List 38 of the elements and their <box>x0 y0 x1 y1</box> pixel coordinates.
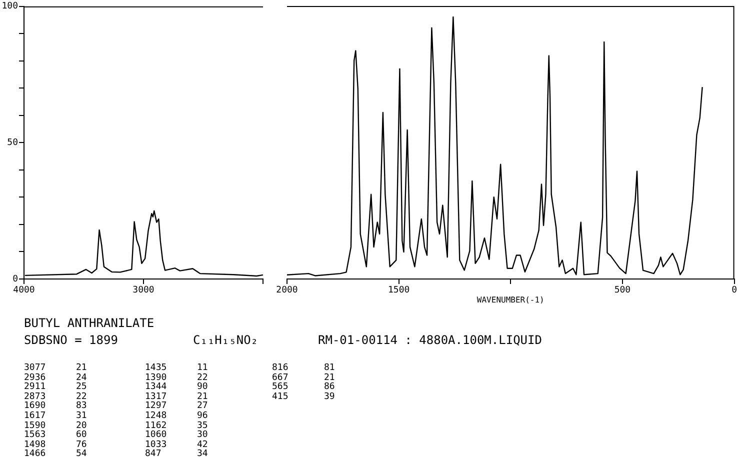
x-tick-label: 500 <box>614 286 631 296</box>
x-tick-label: 4000 <box>13 286 35 296</box>
text: 667 21 <box>272 372 335 383</box>
text: 1617 31 <box>24 411 87 421</box>
x-tick-label: 2000 <box>276 286 298 296</box>
text: SDBSNO = 1899 <box>24 333 118 347</box>
text: BUTYL ANTHRANILATE <box>24 316 154 330</box>
y-tick-label: 0 <box>12 274 18 284</box>
text: 1248 96 <box>145 411 208 421</box>
x-tick-label: 0 <box>732 286 737 296</box>
text: 2911 25 <box>24 382 87 392</box>
text: 1033 42 <box>145 440 208 450</box>
text: 1390 22 <box>145 372 208 383</box>
text: 1344 90 <box>145 382 208 392</box>
text: 1590 20 <box>24 420 87 431</box>
text: 1317 21 <box>145 392 208 402</box>
x-tick-label: 1500 <box>388 286 410 296</box>
text: 415 39 <box>272 392 335 402</box>
text: 2936 24 <box>24 372 87 383</box>
text: C₁₁H₁₅NO₂ <box>193 333 258 347</box>
x-tick-label: 3000 <box>132 286 154 296</box>
text: 3077 21 <box>24 363 87 373</box>
text: 1690 83 <box>24 401 87 412</box>
text: 1563 60 <box>24 430 87 440</box>
text: RM-01-00114 : 4880A.100M.LIQUID <box>318 333 542 347</box>
text: 1435 11 <box>145 363 208 373</box>
text: 565 86 <box>272 382 335 392</box>
text: 847 34 <box>145 449 208 457</box>
text: 2873 22 <box>24 392 87 402</box>
text: 1297 27 <box>145 401 208 412</box>
y-tick-label: 100 <box>2 2 18 12</box>
text: 1498 76 <box>24 440 87 450</box>
text: 1466 54 <box>24 449 87 457</box>
text: 1060 30 <box>145 430 208 440</box>
x-axis-title: WAVENUMBER(-1) <box>476 295 544 304</box>
text: 1162 35 <box>145 420 208 431</box>
y-tick-label: 50 <box>7 138 18 148</box>
text: 816 81 <box>272 363 335 373</box>
